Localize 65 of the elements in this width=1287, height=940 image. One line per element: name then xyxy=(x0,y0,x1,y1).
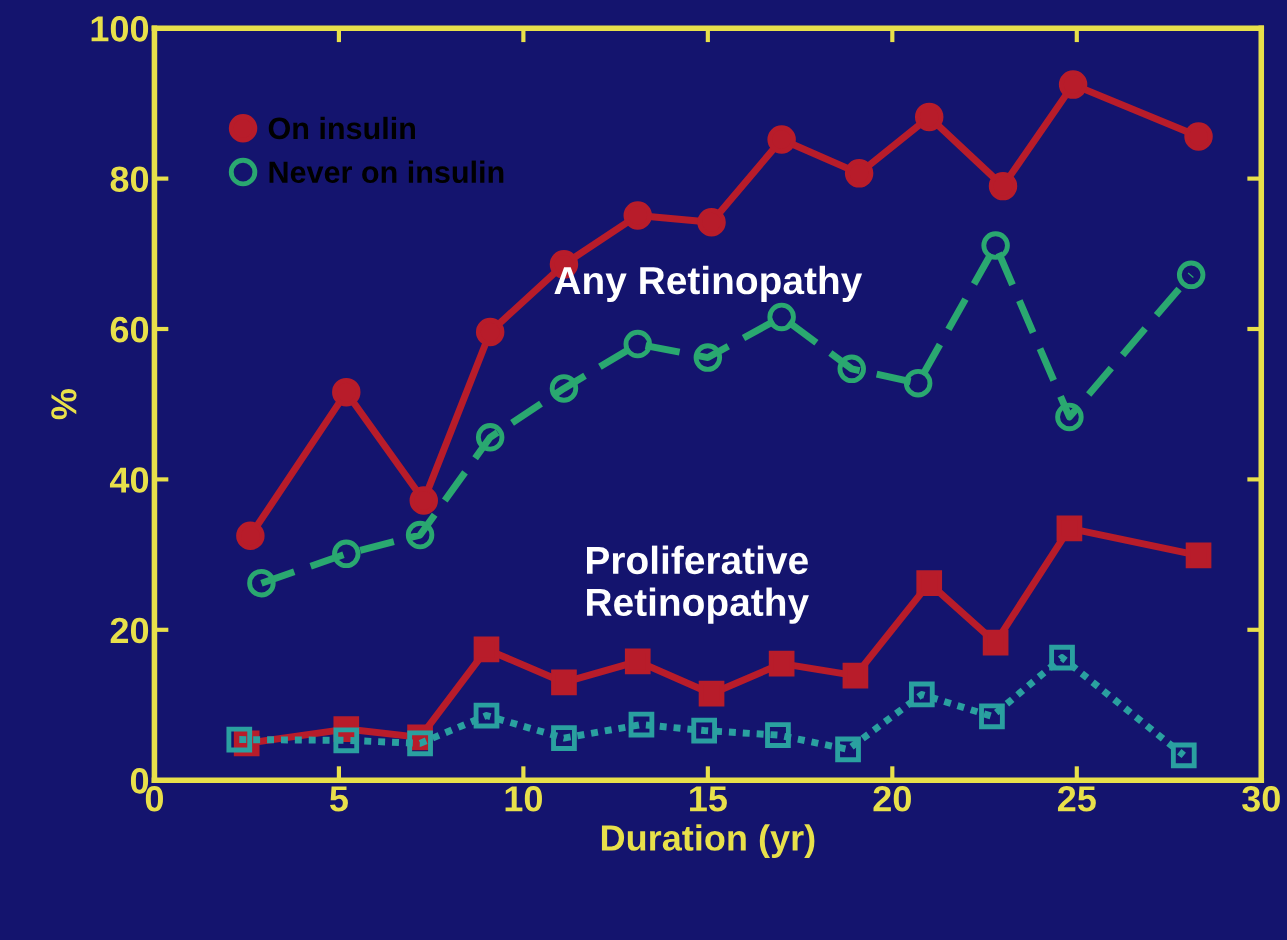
point xyxy=(1184,122,1213,151)
x-tick-label: 5 xyxy=(329,786,348,812)
x-tick-label: 30 xyxy=(1242,786,1280,812)
point xyxy=(226,726,253,753)
point xyxy=(842,662,869,689)
point xyxy=(473,636,500,663)
point xyxy=(691,717,718,744)
point xyxy=(624,648,651,675)
y-tick-label: 100 xyxy=(91,16,149,42)
y-tick-label: 80 xyxy=(110,166,149,193)
point xyxy=(473,702,500,729)
y-tick-label: 40 xyxy=(109,467,149,493)
point xyxy=(979,703,1005,730)
point xyxy=(333,727,360,754)
annotation: Proliferative Retinopathy xyxy=(586,545,809,624)
annotation: Any Retinopathy xyxy=(554,265,863,303)
x-axis-title: Duration (yr) xyxy=(601,824,815,858)
point xyxy=(1056,515,1083,542)
point xyxy=(475,317,505,347)
point xyxy=(1185,542,1212,569)
point xyxy=(551,669,577,696)
x-tick-label: 25 xyxy=(1057,786,1096,812)
point xyxy=(768,650,795,677)
point xyxy=(916,570,943,597)
point xyxy=(409,486,438,515)
x-tick-label: 20 xyxy=(873,786,911,812)
point xyxy=(767,302,796,332)
point xyxy=(765,722,791,748)
point xyxy=(693,343,723,372)
x-tick-label: 10 xyxy=(505,786,542,812)
legend-label: Never on insulin xyxy=(269,160,504,184)
point xyxy=(549,374,579,403)
point xyxy=(628,711,655,738)
point xyxy=(698,680,725,707)
point xyxy=(623,329,652,359)
point xyxy=(835,736,861,763)
y-tick-label: 20 xyxy=(110,617,149,644)
point xyxy=(908,681,935,708)
point xyxy=(988,171,1018,201)
point xyxy=(475,423,505,452)
point xyxy=(697,207,726,237)
point xyxy=(981,231,1010,260)
point xyxy=(1176,260,1206,290)
point xyxy=(1058,70,1088,99)
point xyxy=(623,201,652,230)
point xyxy=(332,539,361,569)
legend-label: On insulin xyxy=(268,116,415,140)
point xyxy=(247,568,276,598)
point xyxy=(837,354,866,384)
point xyxy=(1055,402,1084,432)
y-tick-label: 60 xyxy=(110,316,149,343)
point xyxy=(767,125,796,154)
x-tick-label: 15 xyxy=(690,786,727,812)
point xyxy=(405,520,435,550)
point xyxy=(914,102,944,132)
point xyxy=(903,368,933,398)
point xyxy=(1049,644,1075,671)
point xyxy=(982,629,1009,656)
point xyxy=(236,521,265,551)
point xyxy=(1170,742,1197,769)
point xyxy=(332,377,361,407)
point xyxy=(407,730,433,757)
y-axis-title: % xyxy=(51,389,77,420)
point xyxy=(844,159,874,188)
point xyxy=(551,725,577,751)
